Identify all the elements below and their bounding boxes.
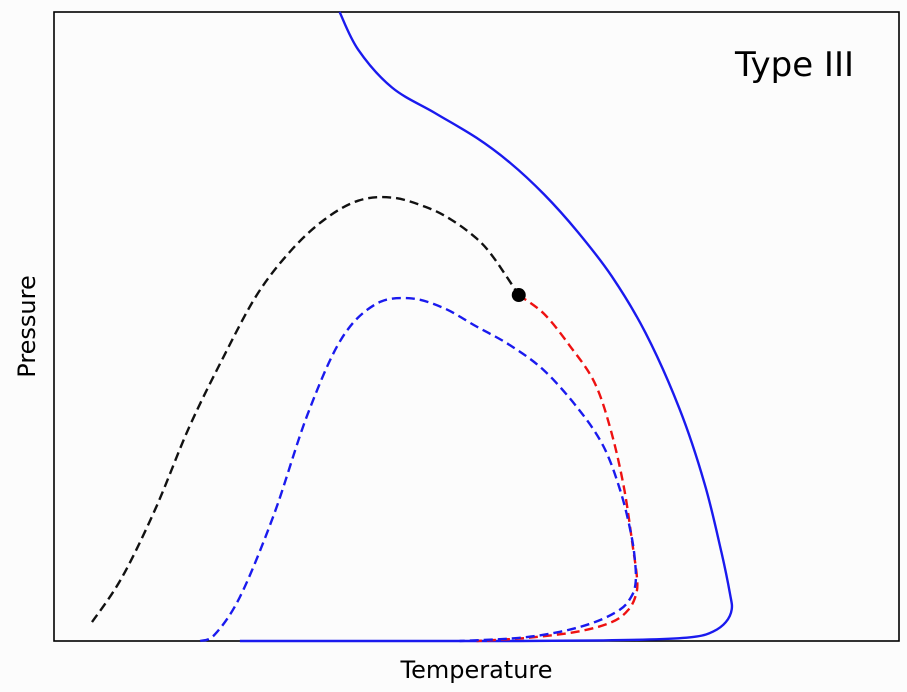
y-axis-label: Pressure [13,275,41,377]
series-line-1-solid [239,11,734,643]
annotation-type-label: Type III [734,45,854,85]
series-line-2-dashed [91,195,520,623]
series-layer [91,11,734,643]
critical-point-marker [511,288,526,303]
series-line-3-dashed [476,294,639,643]
series-line-4-dashed [199,296,638,643]
x-axis-label: Temperature [399,656,552,684]
